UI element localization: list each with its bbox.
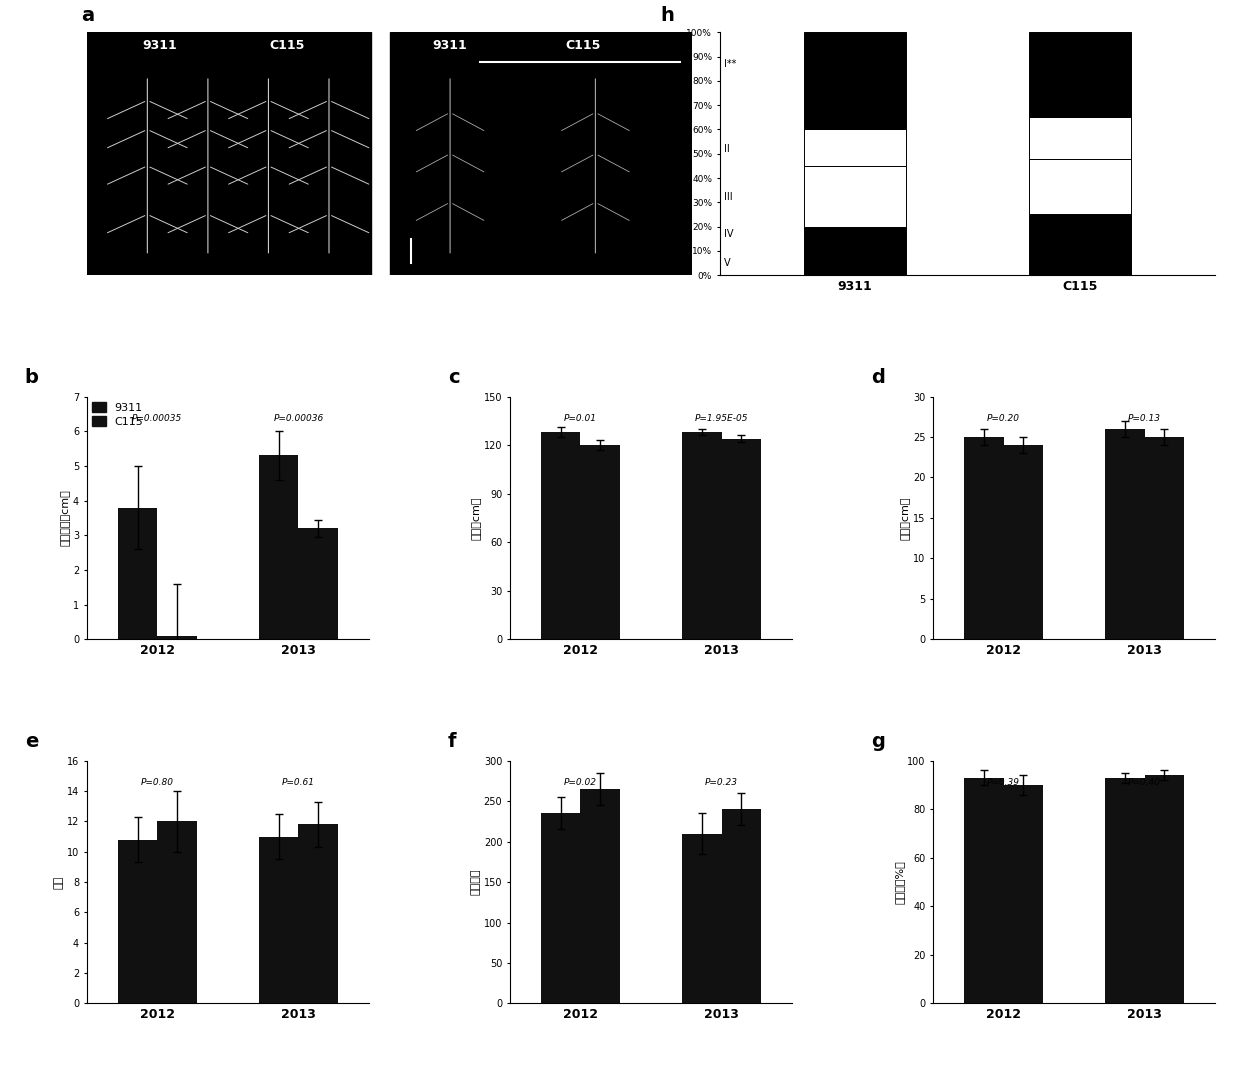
- Bar: [1003, 786, 1043, 1003]
- Bar: [118, 839, 157, 1003]
- Bar: [389, 32, 692, 275]
- Text: I**: I**: [724, 59, 737, 69]
- Text: P=0.80: P=0.80: [141, 778, 174, 788]
- Bar: [1029, 215, 1131, 275]
- Bar: [682, 834, 722, 1003]
- Text: a: a: [81, 6, 94, 25]
- Bar: [580, 445, 620, 639]
- Text: III: III: [724, 192, 733, 203]
- Y-axis label: 穗颈长度（cm）: 穗颈长度（cm）: [60, 490, 71, 546]
- Bar: [965, 437, 1003, 639]
- Bar: [157, 636, 197, 639]
- Bar: [1145, 776, 1184, 1003]
- Bar: [1105, 428, 1145, 639]
- Bar: [299, 529, 337, 639]
- Bar: [1029, 32, 1131, 118]
- Text: f: f: [448, 732, 456, 751]
- Y-axis label: 穗数: 穗数: [55, 875, 64, 889]
- Bar: [805, 32, 905, 129]
- Bar: [722, 809, 761, 1003]
- Bar: [1105, 778, 1145, 1003]
- Text: P=0.40: P=0.40: [1128, 778, 1161, 788]
- Y-axis label: 每节长度占株高的相对长度(%): 每节长度占株高的相对长度(%): [675, 110, 684, 197]
- Text: P=0.13: P=0.13: [1128, 414, 1161, 423]
- Text: 9311: 9311: [433, 39, 467, 53]
- Text: P=1.95E-05: P=1.95E-05: [694, 414, 748, 423]
- Text: P=0.02: P=0.02: [564, 778, 596, 788]
- Bar: [87, 32, 371, 275]
- Bar: [259, 836, 299, 1003]
- Text: h: h: [661, 6, 675, 25]
- Bar: [541, 814, 580, 1003]
- Text: e: e: [25, 732, 38, 751]
- Text: II: II: [724, 144, 730, 154]
- Text: c: c: [448, 368, 460, 386]
- Bar: [580, 789, 620, 1003]
- Bar: [682, 432, 722, 639]
- Text: g: g: [870, 732, 885, 751]
- Text: P=0.20: P=0.20: [987, 414, 1021, 423]
- Bar: [805, 129, 905, 166]
- Bar: [1029, 159, 1131, 215]
- Text: d: d: [870, 368, 885, 386]
- Y-axis label: 株高（cm）: 株高（cm）: [471, 496, 481, 540]
- Bar: [805, 166, 905, 227]
- Legend: 9311, C115: 9311, C115: [92, 402, 144, 427]
- Text: P=0.61: P=0.61: [281, 778, 315, 788]
- Text: P=0.39: P=0.39: [987, 778, 1021, 788]
- Bar: [722, 438, 761, 639]
- Bar: [1145, 437, 1184, 639]
- Text: 9311: 9311: [143, 39, 177, 53]
- Bar: [157, 821, 197, 1003]
- Text: P=0.23: P=0.23: [706, 778, 738, 788]
- Bar: [259, 455, 299, 639]
- Text: IV: IV: [724, 229, 734, 238]
- Text: P=0.01: P=0.01: [564, 414, 596, 423]
- Y-axis label: 每穗粒数: 每穗粒数: [471, 869, 481, 896]
- Bar: [541, 432, 580, 639]
- Text: V: V: [724, 258, 730, 268]
- Y-axis label: 结实率（%）: 结实率（%）: [894, 860, 904, 904]
- Text: P=0.00036: P=0.00036: [273, 414, 324, 423]
- Text: C115: C115: [269, 39, 304, 53]
- Bar: [118, 507, 157, 639]
- Bar: [299, 824, 337, 1003]
- Y-axis label: 穗长（cm）: 穗长（cm）: [900, 496, 910, 540]
- Bar: [1029, 118, 1131, 159]
- Bar: [805, 227, 905, 275]
- Text: C115: C115: [565, 39, 601, 53]
- Bar: [1003, 445, 1043, 639]
- Text: b: b: [25, 368, 38, 386]
- Bar: [965, 778, 1003, 1003]
- Text: P=0.00035: P=0.00035: [133, 414, 182, 423]
